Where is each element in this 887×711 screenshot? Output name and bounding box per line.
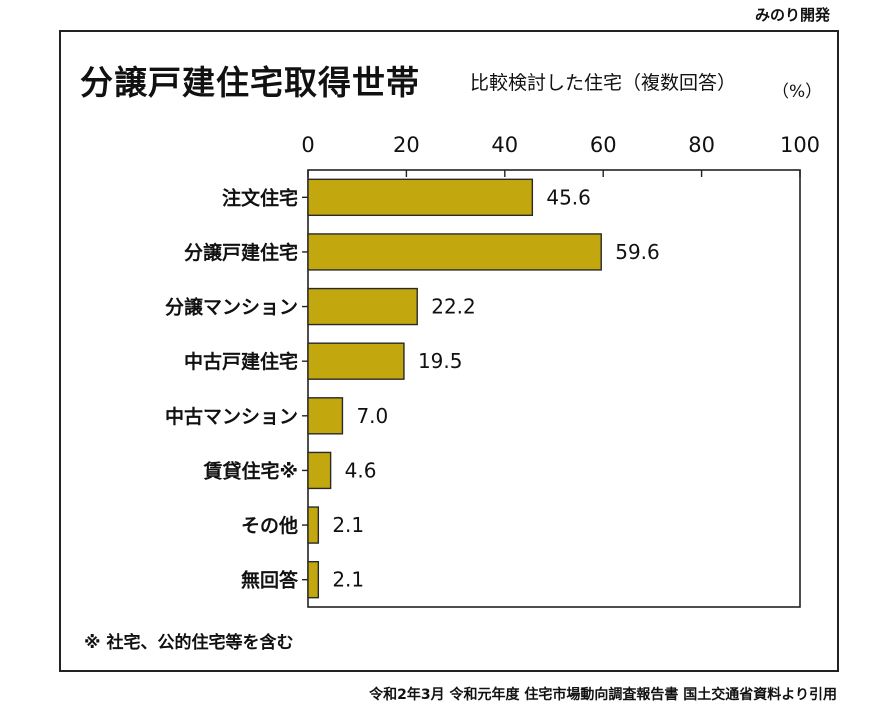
- value-label: 59.6: [615, 240, 660, 264]
- plot-area: [307, 169, 801, 608]
- value-label: 19.5: [418, 349, 463, 373]
- category-label: 中古マンション: [165, 405, 298, 428]
- category-label: 注文住宅: [222, 186, 298, 209]
- value-label: 7.0: [356, 404, 388, 428]
- bar: [307, 342, 405, 380]
- category-label: 中古戸建住宅: [184, 350, 298, 373]
- unit-label: （%）: [772, 82, 823, 102]
- chart-frame: [59, 30, 839, 672]
- x-tick-label: 40: [491, 133, 518, 157]
- x-tick-label: 0: [301, 133, 314, 157]
- value-label: 2.1: [332, 568, 364, 592]
- value-label: 45.6: [546, 185, 591, 209]
- value-label: 22.2: [431, 295, 476, 319]
- footnote: ※ 社宅、公的住宅等を含む: [84, 633, 294, 653]
- source-note: 令和2年3月 令和元年度 住宅市場動向調査報告書 国土交通省資料より引用: [369, 687, 837, 703]
- x-tick-label: 80: [688, 133, 715, 157]
- x-tick-label: 60: [590, 133, 617, 157]
- bar: [307, 233, 602, 271]
- bar: [307, 560, 320, 599]
- value-label: 4.6: [345, 458, 377, 482]
- x-tick-label: 20: [393, 133, 420, 157]
- bar: [307, 506, 320, 544]
- category-label: 無回答: [241, 569, 299, 592]
- bar: [307, 451, 332, 490]
- value-label: 2.1: [332, 513, 364, 537]
- category-label: その他: [241, 514, 298, 537]
- credit-text: みのり開発: [754, 6, 830, 24]
- bar: [307, 397, 344, 435]
- bar: [307, 287, 418, 326]
- category-label: 分譲戸建住宅: [184, 241, 298, 264]
- chart-subtitle: 比較検討した住宅（複数回答）: [470, 72, 737, 94]
- category-label: 賃貸住宅※: [203, 459, 298, 482]
- x-tick-label: 100: [780, 133, 820, 157]
- chart-title: 分譲戸建住宅取得世帯: [80, 63, 420, 102]
- category-label: 分譲マンション: [165, 296, 298, 319]
- bar: [307, 178, 534, 217]
